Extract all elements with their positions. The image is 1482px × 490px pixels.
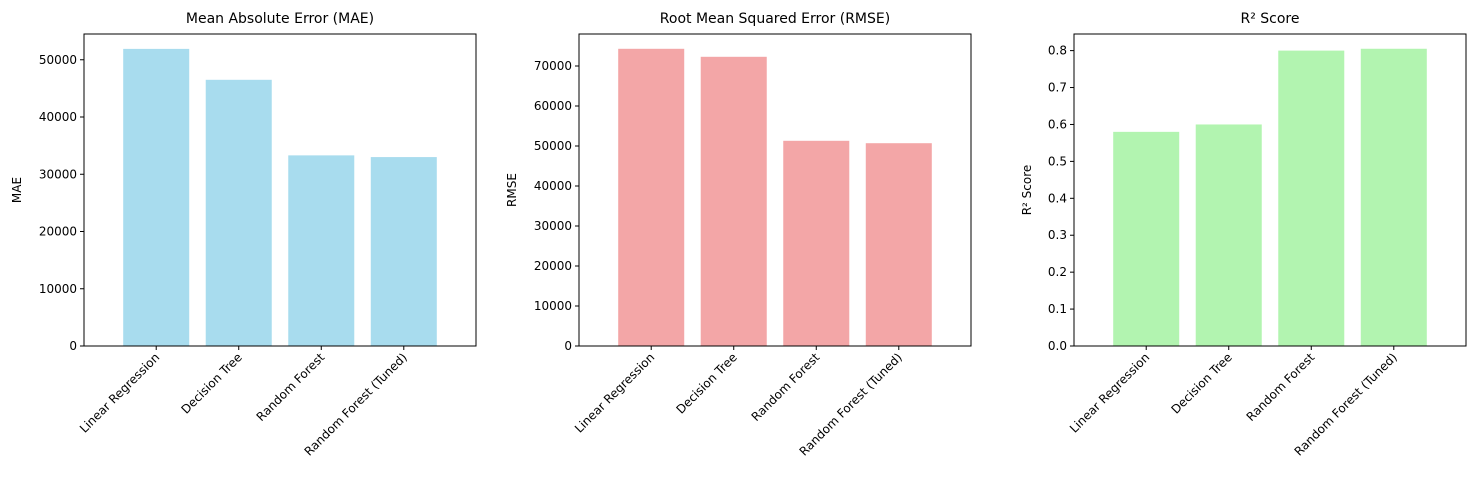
y-axis-label: MAE [10,177,24,203]
x-tick-label: Random Forest [1244,350,1318,424]
axes-frame [83,33,477,347]
bar [618,48,685,347]
bar [1113,131,1180,346]
y-tick-label: 20000 [39,225,77,239]
y-tick-label: 60000 [534,99,572,113]
y-tick-label: 0.5 [1048,154,1067,168]
y-tick-label: 50000 [39,53,77,67]
bar [1195,124,1262,346]
y-tick-label: 30000 [534,219,572,233]
chart-title: R² Score [1240,11,1299,27]
bar [205,79,272,347]
x-tick-label: Linear Regression [1067,350,1152,435]
y-tick-label: 0 [69,339,77,353]
bar [865,143,932,346]
x-tick-label: Decision Tree [1168,350,1234,416]
x-tick-label: Random Forest [749,350,823,424]
y-tick-label: 10000 [534,299,572,313]
bar [370,157,437,346]
y-tick-label: 0.2 [1048,265,1067,279]
bar [1278,50,1345,346]
y-tick-label: 0.7 [1048,81,1067,95]
x-tick-label: Decision Tree [178,350,244,416]
y-tick-label: 0.0 [1048,339,1067,353]
y-tick-label: 0.1 [1048,302,1067,316]
y-tick-label: 70000 [534,59,572,73]
chart-title: Root Mean Squared Error (RMSE) [660,11,890,27]
axes-frame [578,33,972,347]
x-tick-label: Decision Tree [673,350,739,416]
chart-panel-1: Mean Absolute Error (MAE) MAE 0 10000 20000 3… [10,11,477,459]
bar [783,140,850,346]
chart-panel-3: R² Score R² Score 0.0 0.1 0.2 0.3 0.4 0.5 0.6 0.7… [1020,11,1467,459]
chart-title: Mean Absolute Error (MAE) [186,11,374,27]
bar [123,48,190,347]
x-tick-label: Random Forest [254,350,328,424]
y-tick-label: 30000 [39,167,77,181]
y-tick-label: 50000 [534,139,572,153]
y-tick-label: 40000 [39,110,77,124]
y-tick-label: 0.6 [1048,117,1067,131]
y-tick-label: 40000 [534,179,572,193]
y-axis-label: RMSE [505,173,519,207]
axes-frame [1073,33,1467,347]
y-tick-label: 20000 [534,259,572,273]
y-tick-label: 10000 [39,282,77,296]
y-tick-label: 0 [564,339,572,353]
y-axis-label: R² Score [1020,165,1034,216]
y-tick-label: 0.4 [1048,191,1067,205]
x-tick-label: Linear Regression [572,350,657,435]
bar [1360,48,1427,347]
bar [700,56,767,347]
y-tick-label: 0.3 [1048,228,1067,242]
chart-panel-2: Root Mean Squared Error (RMSE) RMSE 0 10000… [505,11,972,459]
y-tick-label: 0.8 [1048,44,1067,58]
x-tick-label: Linear Regression [77,350,162,435]
bar [288,155,355,346]
